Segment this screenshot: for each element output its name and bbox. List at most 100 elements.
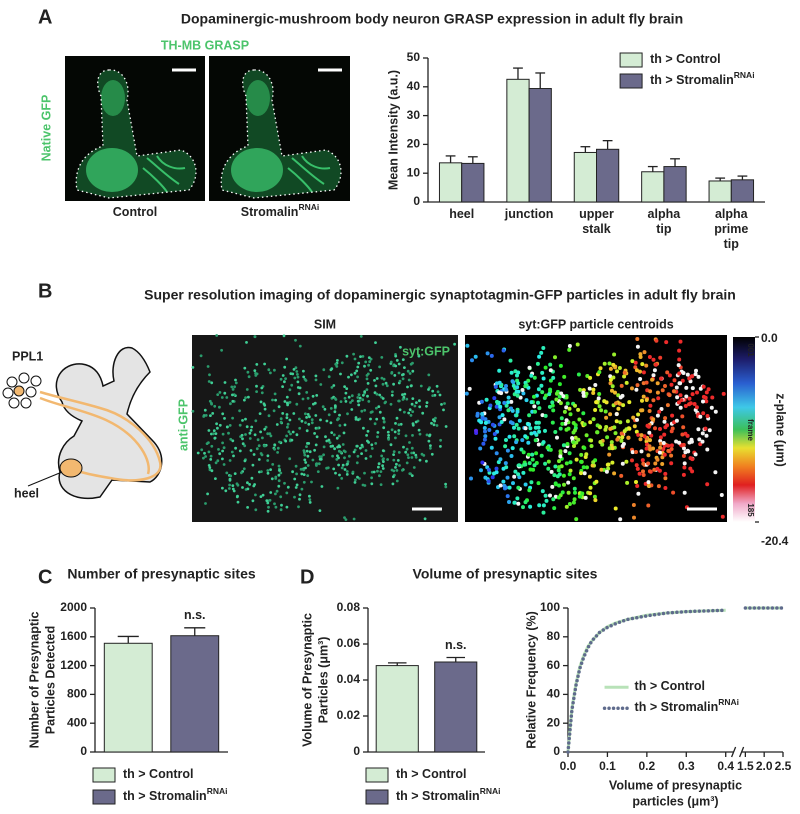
- particle: [278, 469, 281, 472]
- particle: [603, 409, 608, 414]
- particle: [644, 439, 649, 444]
- particle: [658, 355, 663, 360]
- particle: [418, 458, 422, 462]
- particle: [206, 492, 210, 496]
- particle: [492, 396, 497, 401]
- particle: [473, 354, 478, 359]
- x-tick-label: alpha tip: [647, 207, 681, 236]
- particle: [411, 397, 415, 400]
- particle: [609, 443, 614, 448]
- particle: [390, 371, 394, 374]
- particle: [559, 416, 564, 421]
- particle: [207, 380, 211, 383]
- particle: [530, 452, 535, 457]
- particle: [556, 468, 561, 473]
- x-tick-label: 0.0: [560, 759, 577, 773]
- y-tick-label: 0.02: [337, 708, 361, 722]
- particle: [682, 461, 687, 466]
- particle: [243, 398, 246, 402]
- particle: [684, 394, 689, 399]
- particle: [554, 397, 559, 402]
- legend-swatch: [365, 789, 389, 805]
- particle: [273, 368, 276, 372]
- legend-swatch: [619, 73, 643, 89]
- particle: [335, 458, 339, 461]
- axis-break: [738, 746, 745, 758]
- particle: [269, 468, 272, 471]
- particle: [563, 421, 568, 426]
- particle: [505, 448, 510, 453]
- image-label-main: Stromalin: [241, 205, 299, 219]
- particle: [514, 422, 519, 427]
- bar: [461, 162, 485, 203]
- particle: [646, 503, 651, 508]
- chart-title: Number of presynaptic sites: [67, 566, 255, 582]
- particle: [336, 486, 340, 490]
- particle: [635, 417, 639, 422]
- particle: [340, 477, 344, 480]
- particle: [640, 408, 645, 413]
- particle: [521, 391, 526, 396]
- particle: [581, 390, 586, 395]
- y-tick-label: 100: [540, 600, 560, 614]
- particle: [352, 352, 355, 356]
- particle: [212, 429, 216, 433]
- particle: [608, 374, 613, 379]
- particle: [290, 383, 294, 387]
- particle: [359, 335, 363, 338]
- particle: [545, 445, 550, 450]
- particle: [289, 432, 292, 436]
- particle: [345, 354, 349, 358]
- particle: [368, 360, 372, 363]
- particle: [593, 408, 598, 412]
- particle: [425, 459, 428, 463]
- particle: [279, 471, 283, 475]
- particle: [705, 414, 710, 418]
- particle: [571, 421, 576, 425]
- particle: [240, 433, 244, 437]
- particle: [554, 391, 559, 396]
- particle: [272, 409, 276, 413]
- particle: [229, 474, 233, 478]
- particle: [704, 433, 709, 438]
- particle: [207, 429, 211, 432]
- particle: [564, 504, 569, 509]
- particle: [294, 464, 298, 468]
- particle: [539, 453, 544, 458]
- particle: [279, 508, 283, 512]
- particle: [516, 381, 521, 386]
- particle: [407, 456, 410, 459]
- particle: [494, 451, 499, 456]
- particle: [682, 446, 686, 451]
- particle: [435, 424, 439, 427]
- particle: [524, 398, 529, 403]
- particle: [342, 431, 346, 435]
- particle: [292, 368, 296, 371]
- particle: [498, 457, 503, 462]
- particle: [539, 383, 544, 388]
- particle: [395, 479, 399, 483]
- particle: [705, 482, 710, 487]
- particle: [627, 400, 632, 405]
- particle: [574, 517, 579, 522]
- particle: [646, 461, 651, 466]
- particle: [343, 450, 347, 454]
- particle: [681, 425, 686, 430]
- particle: [300, 419, 304, 423]
- particle: [411, 434, 414, 437]
- particle: [302, 375, 306, 379]
- particle: [573, 403, 577, 408]
- particle: [611, 362, 616, 367]
- particle: [381, 464, 384, 468]
- particle: [427, 439, 431, 443]
- particle: [337, 463, 340, 467]
- particle: [273, 447, 276, 451]
- particle: [576, 437, 581, 442]
- particle: [207, 464, 211, 467]
- particle: [609, 440, 614, 445]
- particle: [430, 421, 433, 425]
- particle: [681, 371, 686, 375]
- particle: [387, 434, 390, 437]
- particle: [231, 388, 235, 391]
- particle: [364, 457, 368, 460]
